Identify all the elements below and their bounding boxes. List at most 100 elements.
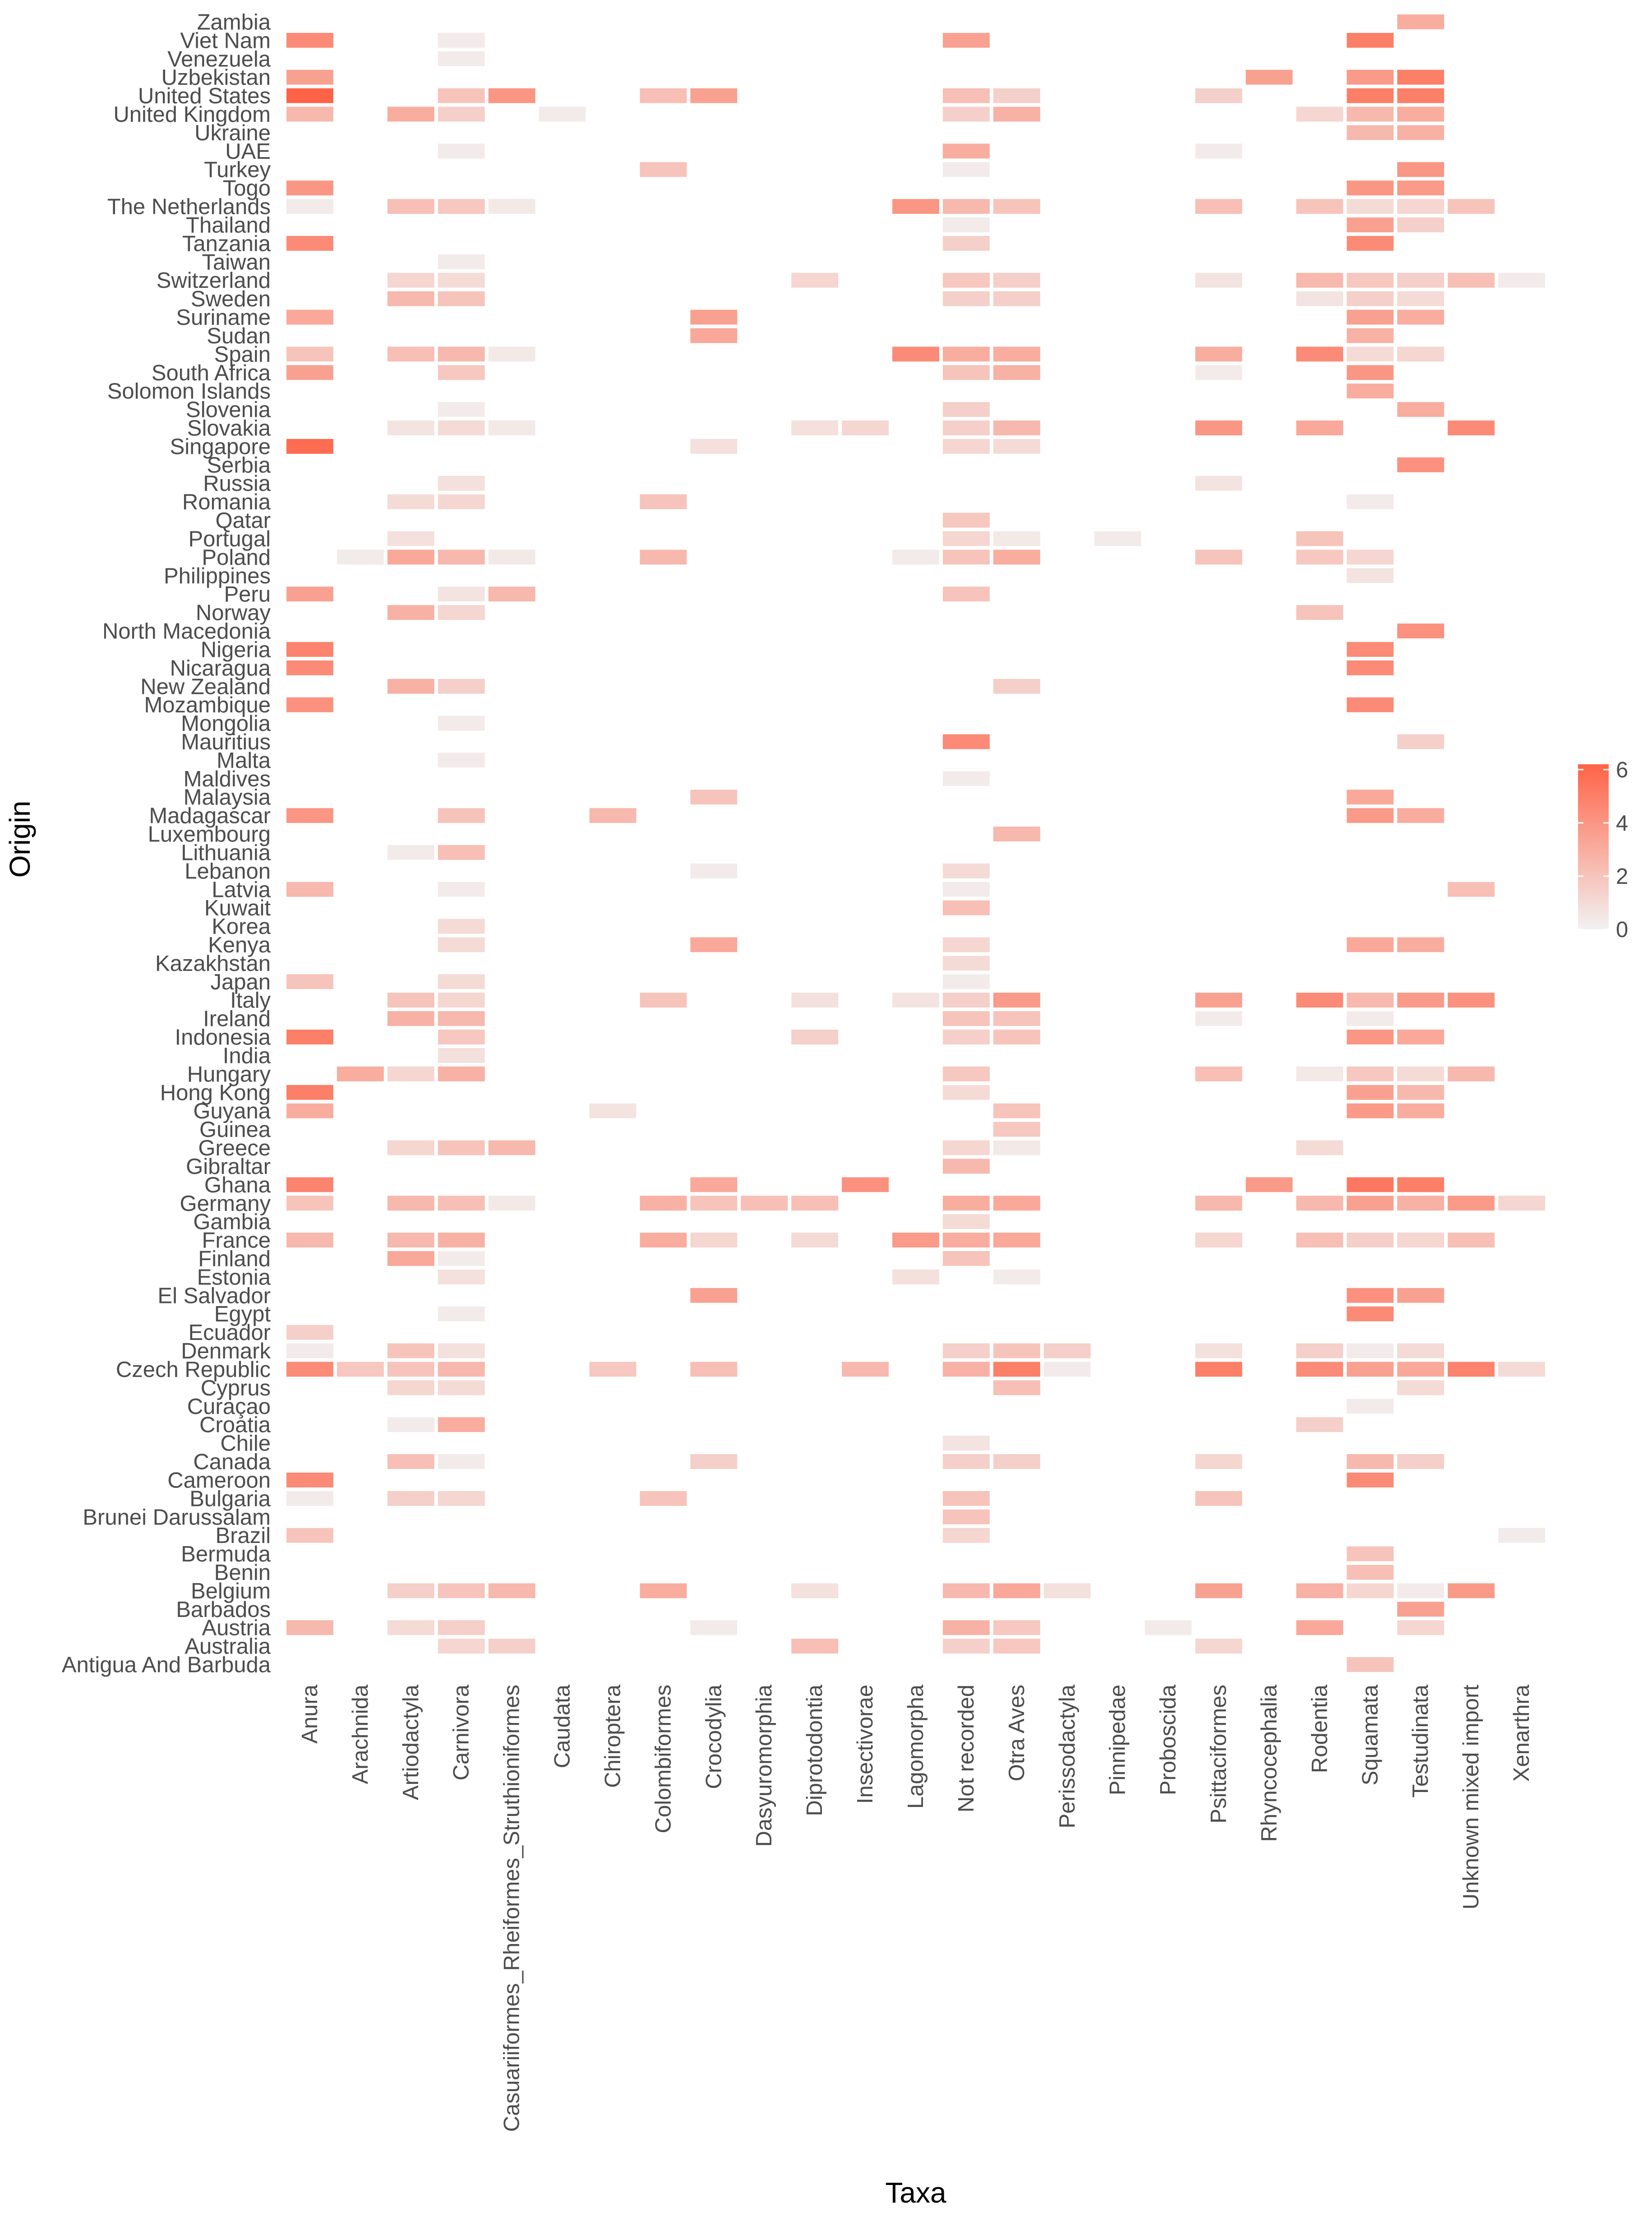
y-tick-label: Qatar — [215, 508, 271, 533]
heatmap-cell — [993, 1140, 1040, 1155]
heatmap-cell — [1347, 1306, 1394, 1321]
heatmap-cell — [387, 531, 434, 546]
y-tick-label: Croatia — [199, 1413, 271, 1437]
y-tick-label: The Netherlands — [107, 195, 271, 219]
heatmap-cell — [438, 587, 485, 602]
heatmap-cell — [1397, 1177, 1444, 1192]
heatmap-cell — [690, 1288, 738, 1303]
heatmap-cell — [1296, 1066, 1343, 1081]
y-tick-label: Tanzania — [182, 231, 271, 256]
y-tick-label: United Kingdom — [113, 102, 271, 127]
y-tick-label: North Macedonia — [102, 619, 271, 644]
heatmap-cell — [438, 346, 485, 362]
heatmap-cell — [1347, 1343, 1394, 1358]
heatmap-cell — [1347, 568, 1394, 583]
heatmap-cell — [1296, 420, 1343, 435]
x-tick-label: Not recorded — [954, 1685, 978, 1812]
heatmap-cell — [438, 993, 485, 1008]
heatmap-cell — [1195, 88, 1242, 103]
heatmap-cell — [993, 1122, 1040, 1137]
heatmap-cell — [488, 1639, 535, 1654]
heatmap-cell — [438, 1639, 485, 1654]
y-tick-label: Cyprus — [201, 1376, 271, 1400]
heatmap-cell — [1043, 1362, 1091, 1377]
heatmap-cell — [1246, 69, 1293, 85]
heatmap-cell — [1296, 605, 1343, 620]
y-tick-label: New Zealand — [140, 674, 271, 699]
legend-tick-label: 0 — [1616, 918, 1628, 942]
y-tick-label: Mozambique — [144, 693, 271, 717]
heatmap-cell — [1195, 1343, 1242, 1358]
heatmap-cell — [942, 346, 990, 362]
heatmap-cell — [1195, 1362, 1242, 1377]
heatmap-cell — [942, 974, 990, 989]
heatmap-cell — [640, 1233, 687, 1248]
heatmap-cell — [640, 494, 687, 509]
heatmap-cell — [1195, 1583, 1242, 1598]
x-tick-label: Perissodactyla — [1055, 1684, 1080, 1828]
heatmap-cell — [1347, 1085, 1394, 1100]
heatmap-cell — [942, 863, 990, 878]
heatmap-cell — [1195, 143, 1242, 159]
heatmap-cell — [387, 1011, 434, 1026]
heatmap-cell — [589, 808, 637, 823]
heatmap-cell — [942, 32, 990, 48]
heatmap-cell — [791, 420, 839, 435]
heatmap-cell — [1347, 291, 1394, 306]
heatmap-cell — [286, 642, 333, 657]
heatmap-cell — [1347, 328, 1394, 343]
heatmap-cell — [942, 1251, 990, 1266]
heatmap-cell — [791, 993, 839, 1008]
heatmap-cell — [438, 1417, 485, 1432]
heatmap-cell — [791, 273, 839, 288]
x-tick-label: Chiroptera — [600, 1684, 625, 1788]
heatmap-cell — [286, 660, 333, 675]
heatmap-cell — [286, 1620, 333, 1635]
heatmap-cell — [1397, 217, 1444, 232]
heatmap-cell — [942, 1030, 990, 1045]
heatmap-cell — [438, 1491, 485, 1506]
heatmap-cell — [1296, 106, 1343, 122]
heatmap-cell — [286, 309, 333, 325]
heatmap-cell — [387, 106, 434, 122]
heatmap-cell — [993, 199, 1040, 214]
heatmap-cell — [690, 1177, 738, 1192]
heatmap-cell — [640, 88, 687, 103]
heatmap-cell — [690, 309, 738, 325]
heatmap-cell — [842, 1362, 889, 1377]
heatmap-cell — [286, 1528, 333, 1543]
heatmap-cell — [791, 1639, 839, 1654]
y-tick-label: Solomon Islands — [107, 379, 271, 404]
y-tick-label: Sudan — [207, 324, 271, 348]
x-axis-title: Taxa — [885, 2176, 946, 2209]
x-tick-label: Colombiformes — [651, 1685, 675, 1833]
heatmap-cell — [438, 845, 485, 860]
heatmap-cell — [942, 1066, 990, 1081]
heatmap-cell — [1195, 1196, 1242, 1211]
x-tick-label: Proboscida — [1156, 1684, 1181, 1795]
x-tick-label: Pinnipedae — [1106, 1685, 1130, 1795]
heatmap-cell — [1397, 457, 1444, 472]
heatmap-cell — [1043, 1583, 1091, 1598]
heatmap-cell — [387, 291, 434, 306]
heatmap-cell — [942, 1085, 990, 1100]
heatmap-cell — [942, 1343, 990, 1358]
heatmap-cell — [1347, 180, 1394, 196]
heatmap-cell — [1296, 993, 1343, 1008]
heatmap-cell — [1195, 199, 1242, 214]
heatmap-cell — [942, 993, 990, 1008]
heatmap-cell — [286, 1472, 333, 1487]
heatmap-cell — [1347, 808, 1394, 823]
heatmap-cell — [286, 69, 333, 85]
y-tick-label: United States — [138, 84, 271, 108]
heatmap-cell — [791, 1196, 839, 1211]
heatmap-cell — [1397, 1103, 1444, 1118]
y-tick-label: Lebanon — [185, 859, 271, 883]
heatmap-cell — [1296, 1140, 1343, 1155]
y-tick-label: Luxembourg — [148, 822, 271, 847]
heatmap-cell — [993, 88, 1040, 103]
heatmap-cell — [993, 550, 1040, 565]
heatmap-cell — [387, 605, 434, 620]
heatmap-cell — [438, 937, 485, 952]
heatmap-cell — [942, 882, 990, 897]
